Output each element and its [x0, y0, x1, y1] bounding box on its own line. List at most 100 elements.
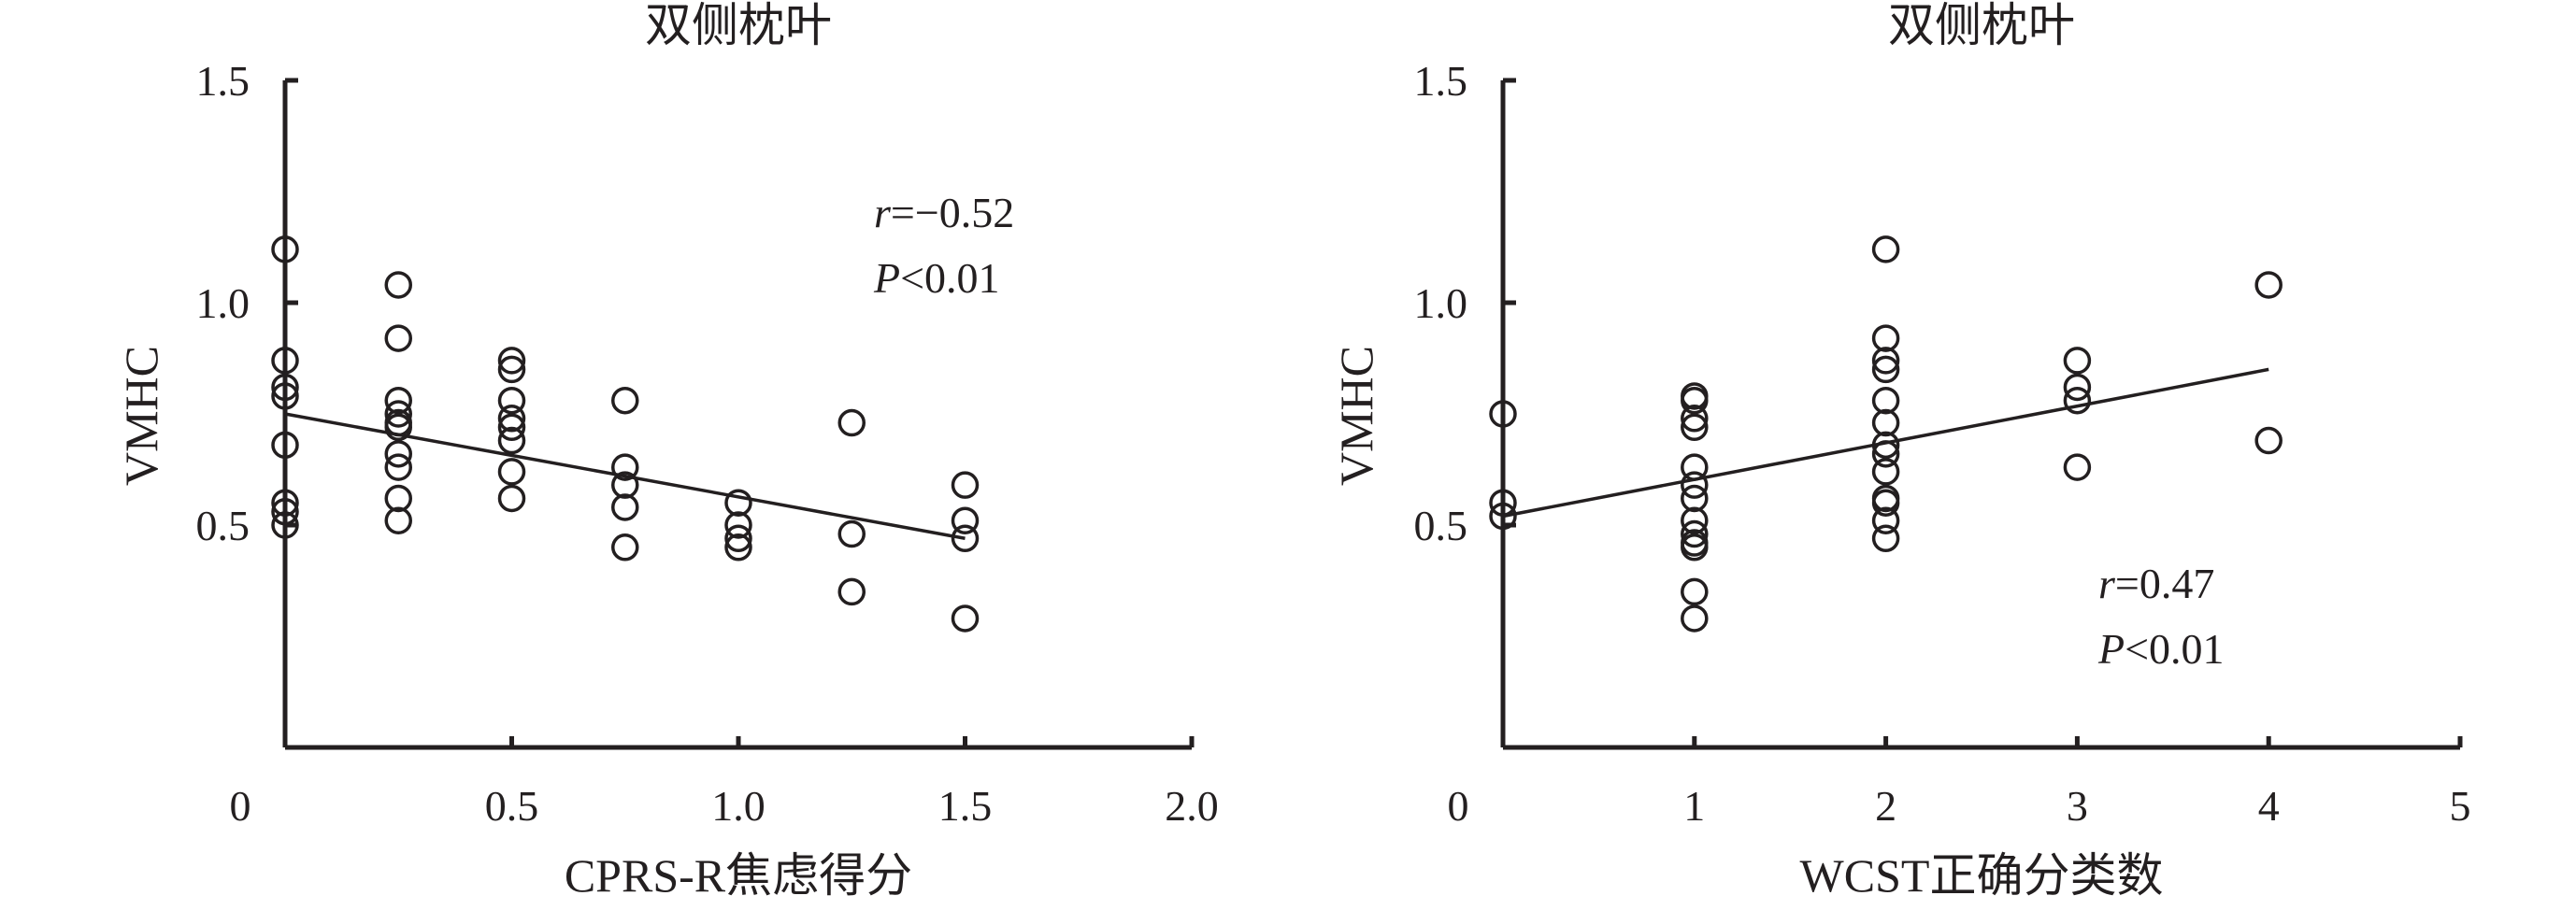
data-point — [2254, 426, 2283, 455]
data-point — [611, 471, 639, 499]
ticks: 0 1 2 3 4 5 0.5 1.0 1.5 — [1414, 57, 2471, 830]
data-point — [1489, 502, 1517, 531]
y-tick-label: 0.5 — [196, 502, 250, 549]
data-points — [1489, 235, 2283, 633]
p-threshold: <0.01 — [900, 254, 999, 302]
ticks: 0 0.5 1.0 1.5 2.0 0.5 1.0 1.5 — [196, 57, 1219, 830]
data-point — [1871, 235, 1900, 263]
data-point — [611, 386, 639, 415]
data-point — [1871, 506, 1900, 534]
data-point — [837, 519, 866, 548]
x-tick-label: 1.0 — [711, 782, 766, 830]
p-symbol: P — [873, 254, 900, 302]
x-tick-label: 1 — [1683, 782, 1705, 830]
data-point — [384, 324, 412, 352]
data-point — [951, 506, 980, 534]
data-point — [837, 408, 866, 437]
data-point — [1871, 440, 1900, 468]
data-point — [1871, 324, 1900, 352]
data-point — [951, 604, 980, 633]
scatter-panel-anxiety: 双侧枕叶 0 0.5 1.0 1.5 2.0 0.5 1.0 1.5 CPRS-R焦虑得分 V… — [115, 0, 1219, 902]
y-tick-label: 1.0 — [1414, 279, 1468, 327]
data-point — [1871, 347, 1900, 375]
data-points — [271, 235, 980, 633]
y-axis-label: VMHC — [1330, 346, 1382, 486]
data-point — [2063, 373, 2092, 402]
axes — [1500, 80, 2460, 750]
data-point — [384, 506, 412, 534]
y-tick-label: 1.5 — [1414, 57, 1468, 105]
axes — [282, 80, 1192, 750]
data-point — [271, 489, 299, 517]
data-point — [951, 524, 980, 553]
data-point — [1681, 519, 1709, 548]
y-axis-label: VMHC — [115, 346, 167, 486]
data-point — [271, 235, 299, 263]
chart-title: 双侧枕叶 — [645, 0, 832, 51]
data-point — [384, 453, 412, 481]
correlation-r: r=−0.52 — [874, 189, 1014, 236]
data-point — [1871, 386, 1900, 415]
data-point — [497, 426, 526, 455]
x-tick-label: 5 — [2450, 782, 2471, 830]
data-point — [384, 413, 412, 442]
data-point — [497, 484, 526, 513]
correlation-r: r=0.47 — [2098, 560, 2214, 607]
data-point — [497, 413, 526, 442]
data-point — [1681, 484, 1709, 513]
data-point — [1871, 489, 1900, 517]
x-tick-label: 4 — [2258, 782, 2280, 830]
x-tick-label: 1.5 — [938, 782, 993, 830]
data-point — [384, 271, 412, 299]
data-point — [271, 382, 299, 410]
p-value: P<0.01 — [2097, 625, 2225, 673]
data-point — [2063, 347, 2092, 375]
data-point — [1681, 533, 1709, 562]
data-point — [384, 440, 412, 468]
data-point — [724, 489, 752, 517]
x-axis-label: CPRS-R焦虑得分 — [565, 849, 912, 902]
scatter-panel-wcst: 双侧枕叶 0 1 2 3 4 5 0.5 1.0 1.5 WCST正确分类数 VMHC r=0.… — [1330, 0, 2471, 902]
data-point — [271, 373, 299, 402]
data-point — [1681, 453, 1709, 481]
x-tick-label: 0 — [230, 782, 251, 830]
r-symbol: r — [2098, 560, 2116, 607]
data-point — [271, 511, 299, 539]
data-point — [1871, 408, 1900, 437]
y-tick-label: 1.0 — [196, 279, 250, 327]
p-threshold: <0.01 — [2125, 625, 2224, 673]
y-tick-label: 0.5 — [1414, 502, 1468, 549]
r-value: =−0.52 — [891, 189, 1014, 236]
x-tick-label: 2.0 — [1165, 782, 1219, 830]
data-point — [1489, 400, 1517, 428]
data-point — [271, 431, 299, 460]
x-tick-label: 3 — [2067, 782, 2088, 830]
data-point — [837, 577, 866, 606]
data-point — [611, 533, 639, 562]
r-value: =0.47 — [2115, 560, 2214, 607]
data-point — [611, 453, 639, 481]
data-point — [1871, 431, 1900, 460]
r-symbol: r — [874, 189, 892, 236]
data-point — [1681, 386, 1709, 415]
data-point — [497, 386, 526, 415]
chart-title: 双侧枕叶 — [1888, 0, 2075, 51]
data-point — [724, 533, 752, 562]
data-point — [384, 484, 412, 513]
p-value: P<0.01 — [873, 254, 1000, 302]
data-point — [724, 511, 752, 539]
data-point — [1489, 489, 1517, 517]
x-tick-label: 2 — [1875, 782, 1896, 830]
x-tick-label: 0 — [1448, 782, 1469, 830]
x-tick-label: 0.5 — [485, 782, 539, 830]
data-point — [497, 355, 526, 384]
data-point — [1681, 413, 1709, 442]
data-point — [497, 347, 526, 375]
data-point — [611, 493, 639, 521]
data-point — [2063, 386, 2092, 415]
data-point — [384, 400, 412, 428]
data-point — [271, 347, 299, 375]
data-point — [1681, 471, 1709, 499]
data-point — [1681, 506, 1709, 534]
